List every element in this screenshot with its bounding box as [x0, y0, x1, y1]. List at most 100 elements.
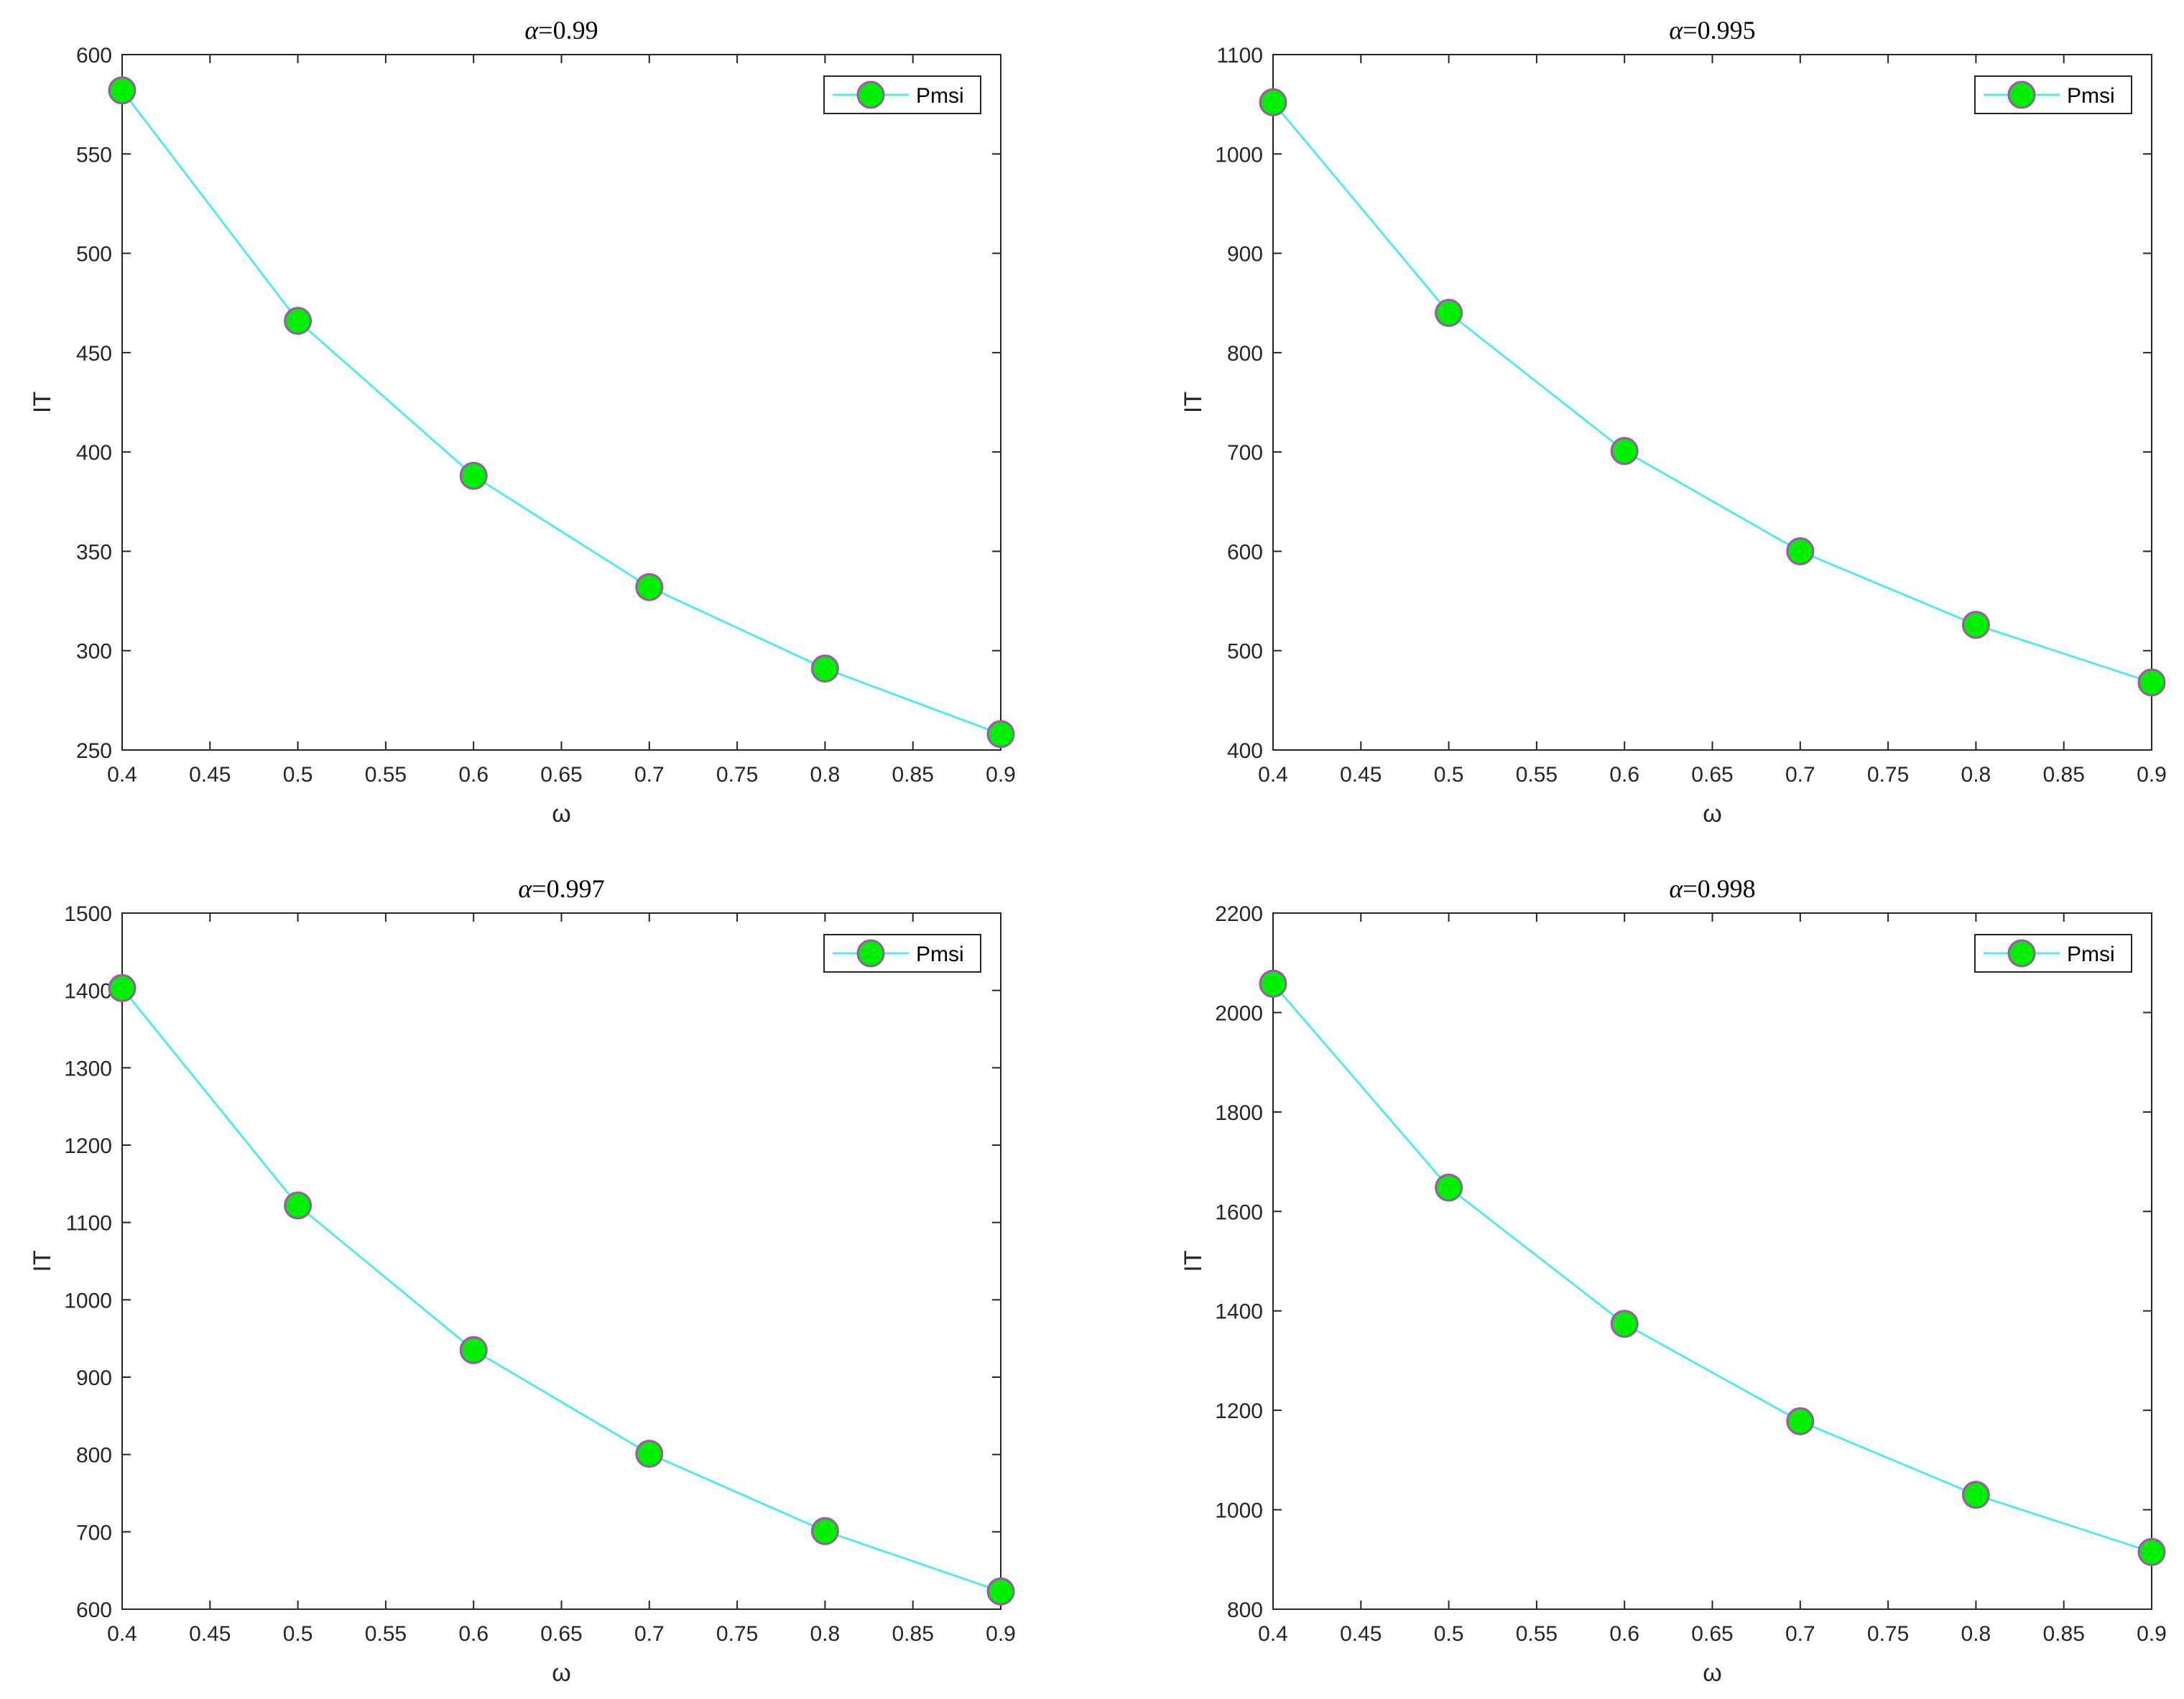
x-tick-label: 0.45	[1340, 763, 1382, 787]
x-tick-label: 0.7	[634, 1622, 665, 1646]
title-symbol: α	[524, 16, 539, 45]
chart-title: α=0.998	[1669, 874, 1755, 903]
data-point	[635, 573, 664, 601]
x-tick-label: 0.55	[1516, 1622, 1558, 1646]
y-tick-label: 600	[76, 44, 112, 68]
x-tick-label: 0.45	[189, 763, 231, 787]
y-tick-label: 400	[1227, 739, 1263, 763]
x-tick-label: 0.9	[2137, 1622, 2167, 1646]
y-tick-label: 250	[76, 739, 112, 763]
title-value: =0.995	[1683, 16, 1755, 45]
data-point	[986, 720, 1015, 749]
x-tick-label: 0.75	[716, 763, 758, 787]
x-tick-label: 0.75	[716, 1622, 758, 1646]
y-tick-label: 1400	[64, 980, 112, 1004]
x-tick-label: 0.4	[107, 763, 137, 787]
y-tick-label: 500	[76, 243, 112, 267]
legend: Pmsi	[823, 75, 981, 114]
axes-box	[121, 54, 1001, 751]
y-tick-label: 2200	[1215, 902, 1263, 926]
x-tick-label: 0.85	[2043, 1622, 2085, 1646]
x-tick-label: 0.4	[1258, 1622, 1288, 1646]
x-tick-label: 0.75	[1867, 1622, 1909, 1646]
y-tick-label: 300	[76, 640, 112, 664]
y-tick-label: 800	[76, 1444, 112, 1468]
x-tick-label: 0.6	[1609, 1622, 1639, 1646]
x-tick-label: 0.9	[986, 1622, 1016, 1646]
y-tick-label: 550	[76, 143, 112, 167]
y-tick-label: 2000	[1215, 1001, 1263, 1025]
axes-box	[1272, 912, 2152, 1610]
data-point	[1259, 969, 1287, 998]
x-tick-label: 0.8	[1961, 1622, 1991, 1646]
x-tick-label: 0.55	[1516, 763, 1558, 787]
y-tick-label: 700	[76, 1521, 112, 1545]
data-point	[108, 76, 136, 105]
legend-label: Pmsi	[916, 84, 964, 108]
x-tick-label: 0.65	[540, 1622, 582, 1646]
title-value: =0.997	[532, 874, 604, 903]
x-tick-label: 0.65	[1691, 1622, 1733, 1646]
data-point	[2137, 668, 2166, 697]
y-tick-label: 900	[76, 1366, 112, 1390]
series-line-pmsi	[1272, 101, 2152, 684]
x-tick-label: 0.7	[1785, 1622, 1815, 1646]
y-tick-label: 1400	[1215, 1300, 1263, 1324]
data-point	[108, 973, 136, 1002]
subplot-2: 0.4 0.45 0.5 0.55 0.6 0.65 0.7 0.75 0.8 0.85 0.9 40…	[1180, 16, 2167, 828]
y-tick-label: 700	[1227, 441, 1263, 465]
chart-title: α=0.997	[518, 874, 604, 903]
y-tick-label: 1000	[1215, 1499, 1263, 1523]
y-tick-label: 450	[76, 342, 112, 366]
x-tick-label: 0.8	[810, 763, 841, 787]
x-tick-label: 0.5	[1434, 1622, 1464, 1646]
x-axis-label: ω	[552, 1659, 571, 1687]
x-tick-label: 0.7	[634, 763, 665, 787]
y-tick-label: 1200	[64, 1134, 112, 1158]
data-point	[1610, 1310, 1639, 1338]
title-symbol: α	[1669, 16, 1683, 45]
data-point	[459, 1335, 488, 1364]
x-tick-label: 0.5	[283, 1622, 313, 1646]
data-point	[986, 1577, 1015, 1606]
y-tick-label: 350	[76, 540, 112, 564]
legend: Pmsi	[823, 934, 981, 973]
y-tick-label: 900	[1227, 243, 1263, 267]
x-axis-label: ω	[1703, 1659, 1722, 1687]
x-tick-label: 0.4	[107, 1622, 137, 1646]
y-tick-label: 1800	[1215, 1101, 1263, 1125]
y-tick-label: 600	[76, 1598, 112, 1622]
data-point	[284, 1191, 313, 1220]
x-tick-label: 0.9	[986, 763, 1016, 787]
x-tick-label: 0.55	[365, 1622, 407, 1646]
subplot-4: 0.4 0.45 0.5 0.55 0.6 0.65 0.7 0.75 0.8 0.85 0.9 80…	[1180, 874, 2167, 1687]
y-axis-label: IT	[1180, 1250, 1207, 1272]
y-axis-label: IT	[1180, 392, 1207, 413]
subplot-3: 0.4 0.45 0.5 0.55 0.6 0.65 0.7 0.75 0.8 0.85 0.9 60…	[29, 874, 1016, 1687]
data-point	[1259, 88, 1287, 116]
y-tick-label: 1600	[1215, 1200, 1263, 1224]
x-tick-label: 0.5	[283, 763, 313, 787]
subplot-1: 0.4 0.45 0.5 0.55 0.6 0.65 0.7 0.75 0.8 0.85 0.9 25…	[29, 16, 1016, 828]
data-point	[1961, 1481, 1990, 1509]
legend-marker	[2007, 939, 2036, 968]
data-point	[284, 307, 313, 335]
y-axis-label: IT	[29, 1250, 56, 1272]
chart-title: α=0.99	[524, 16, 598, 45]
x-axis-label: ω	[1703, 800, 1722, 828]
y-tick-label: 1100	[1216, 44, 1263, 68]
series-line-pmsi	[1272, 983, 2152, 1553]
legend-marker	[856, 80, 885, 109]
x-tick-label: 0.6	[458, 763, 489, 787]
legend-label: Pmsi	[2067, 84, 2115, 108]
data-point	[2137, 1537, 2166, 1566]
y-tick-label: 800	[1227, 1598, 1263, 1622]
legend-label: Pmsi	[916, 943, 964, 966]
y-tick-label: 1000	[64, 1289, 112, 1313]
x-tick-label: 0.45	[189, 1622, 231, 1646]
y-tick-label: 800	[1227, 342, 1263, 366]
x-tick-label: 0.8	[1961, 763, 1991, 787]
y-tick-label: 1100	[65, 1212, 112, 1236]
title-value: =0.99	[538, 16, 598, 45]
